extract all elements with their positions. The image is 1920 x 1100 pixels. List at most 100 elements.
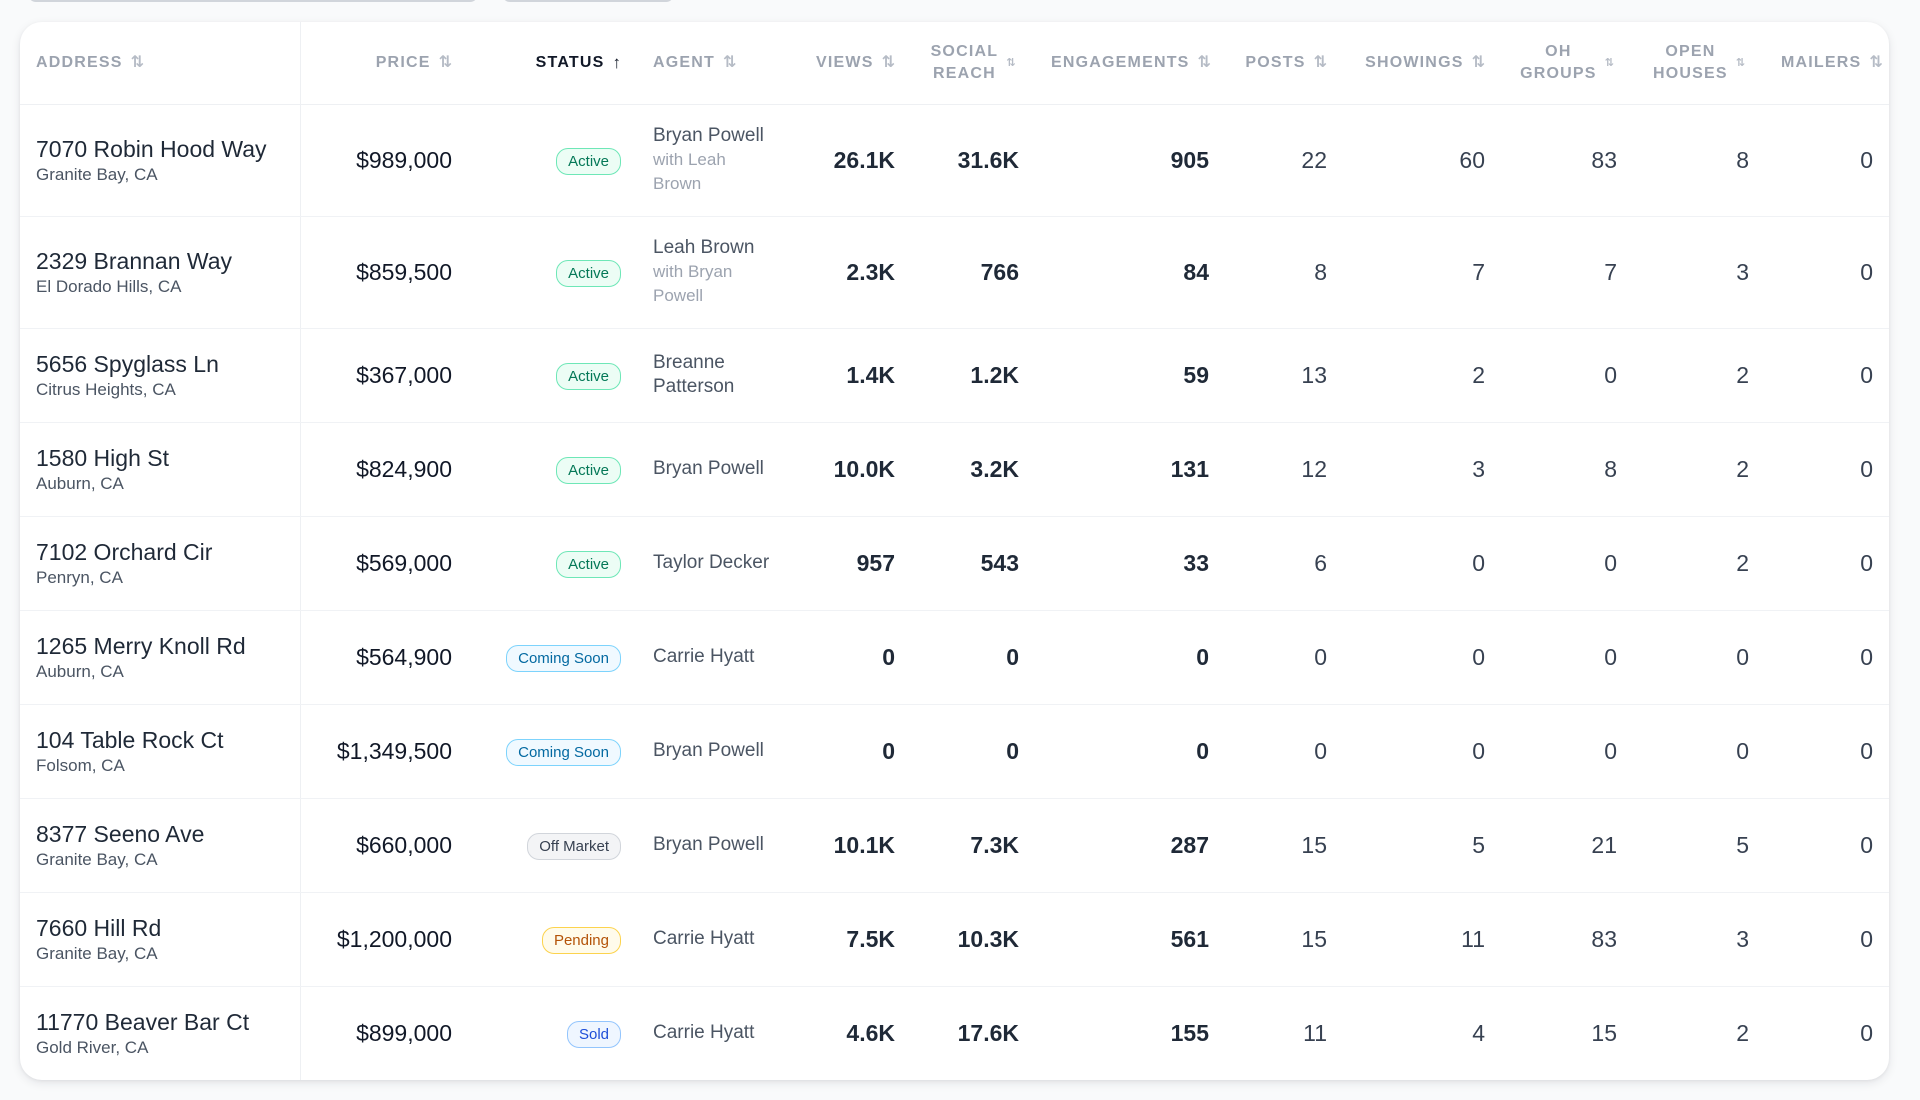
status-cell: Active — [468, 422, 637, 517]
city-state: Citrus Heights, CA — [36, 380, 176, 399]
street-address[interactable]: 5656 Spyglass Ln — [36, 351, 219, 377]
mailers-cell: 0 — [1765, 892, 1889, 987]
column-label-line: OH — [1545, 42, 1572, 60]
street-address[interactable]: 7102 Orchard Cir — [36, 539, 213, 565]
engagements-cell: 0 — [1035, 704, 1225, 799]
table-row[interactable]: 11770 Beaver Bar Ct Gold River, CA $899,… — [20, 986, 1889, 1080]
open-houses-cell: 2 — [1633, 422, 1765, 517]
showings-cell: 4 — [1472, 1019, 1485, 1046]
posts-cell: 22 — [1225, 104, 1343, 217]
agent-name: Bryan Powell — [653, 834, 764, 855]
address-cell[interactable]: 2329 Brannan Way El Dorado Hills, CA — [20, 216, 301, 329]
street-address[interactable]: 8377 Seeno Ave — [36, 821, 205, 847]
column-label-line: GROUPS — [1520, 64, 1597, 82]
showings-cell: 0 — [1343, 704, 1501, 799]
showings-cell: 11 — [1343, 892, 1501, 987]
column-header-posts[interactable]: POSTS ⇅ — [1225, 22, 1343, 105]
column-header-social-reach[interactable]: SOCIAL REACH ⇅ — [911, 22, 1035, 105]
column-header-mailers[interactable]: MAILERS ⇅ — [1765, 22, 1889, 105]
views-cell: 0 — [787, 704, 911, 799]
address-cell[interactable]: 7102 Orchard Cir Penryn, CA — [20, 516, 301, 611]
column-header-agent[interactable]: AGENT ⇅ — [637, 22, 787, 105]
oh-groups-cell: 8 — [1501, 422, 1633, 517]
status-badge: Coming Soon — [506, 645, 621, 672]
table-row[interactable]: 7070 Robin Hood Way Granite Bay, CA $989… — [20, 104, 1889, 217]
mailers-cell: 0 — [1765, 704, 1889, 799]
sort-icon: ⇅ — [1735, 56, 1745, 69]
street-address[interactable]: 7070 Robin Hood Way — [36, 136, 267, 162]
address-cell[interactable]: 104 Table Rock Ct Folsom, CA — [20, 704, 301, 799]
column-label-line: OPEN — [1665, 42, 1716, 60]
agent-name: Breanne Patterson — [653, 352, 735, 397]
agent-name: Carrie Hyatt — [653, 928, 755, 949]
views-cell: 4.6K — [846, 1019, 895, 1046]
city-state: Gold River, CA — [36, 1038, 149, 1058]
table-row[interactable]: 7660 Hill Rd Granite Bay, CA $1,200,000 … — [20, 892, 1889, 987]
social-reach-cell: 17.6K — [957, 1019, 1019, 1046]
status-cell: Active — [468, 516, 637, 611]
engagements-cell: 84 — [1035, 216, 1225, 329]
city-state: El Dorado Hills, CA — [36, 277, 182, 296]
column-header-address[interactable]: ADDRESS ⇅ — [20, 22, 301, 105]
agent-name: Taylor Decker — [653, 552, 770, 573]
oh-groups-cell: 0 — [1501, 516, 1633, 611]
engagements-cell: 59 — [1035, 328, 1225, 423]
engagements-cell: 905 — [1035, 104, 1225, 217]
status-cell: Pending — [468, 892, 637, 987]
agent-cell: Bryan Powell — [637, 704, 787, 799]
column-header-oh-groups[interactable]: OH GROUPS ⇅ — [1501, 22, 1633, 105]
address-cell[interactable]: 5656 Spyglass Ln Citrus Heights, CA — [20, 328, 301, 423]
price-cell: $564,900 — [300, 610, 468, 705]
engagements-cell: 287 — [1035, 798, 1225, 893]
status-cell: Coming Soon — [468, 704, 637, 799]
street-address[interactable]: 1580 High St — [36, 445, 169, 471]
address-cell[interactable]: 1580 High St Auburn, CA — [20, 422, 301, 517]
street-address[interactable]: 11770 Beaver Bar Ct — [36, 1009, 250, 1036]
city-state: Granite Bay, CA — [36, 165, 158, 184]
column-header-showings[interactable]: SHOWINGS ⇅ — [1343, 22, 1501, 105]
engagements-cell: 561 — [1035, 892, 1225, 987]
street-address[interactable]: 7660 Hill Rd — [36, 915, 162, 941]
views-cell: 2.3K — [787, 216, 911, 329]
column-header-price[interactable]: PRICE ⇅ — [300, 22, 468, 105]
table-row[interactable]: 8377 Seeno Ave Granite Bay, CA $660,000 … — [20, 798, 1889, 893]
column-header-views[interactable]: VIEWS ⇅ — [787, 22, 911, 105]
agent-cell: Carrie Hyatt — [637, 610, 787, 705]
table-row[interactable]: 2329 Brannan Way El Dorado Hills, CA $85… — [20, 216, 1889, 329]
views-cell: 10.0K — [787, 422, 911, 517]
social-reach-cell: 766 — [911, 216, 1035, 329]
agent-cell: Taylor Decker — [637, 516, 787, 611]
co-agent-name: with Leah Brown — [653, 150, 726, 193]
city-state: Auburn, CA — [36, 474, 124, 493]
table-row[interactable]: 1265 Merry Knoll Rd Auburn, CA $564,900 … — [20, 610, 1889, 705]
table-row[interactable]: 1580 High St Auburn, CA $824,900 Active … — [20, 422, 1889, 517]
listings-table: ADDRESS ⇅ PRICE ⇅ STATUS ↑ AGENT ⇅ VIEWS ⇅ SO… — [20, 22, 1889, 1080]
status-cell: Off Market — [468, 798, 637, 893]
open-houses-cell: 3 — [1633, 216, 1765, 329]
address-cell[interactable]: 7070 Robin Hood Way Granite Bay, CA — [20, 104, 301, 217]
views-cell: 26.1K — [787, 104, 911, 217]
views-cell: 1.4K — [787, 328, 911, 423]
column-header-engagements[interactable]: ENGAGEMENTS ⇅ — [1035, 22, 1225, 105]
column-label-line: REACH — [932, 64, 996, 82]
table-row[interactable]: 5656 Spyglass Ln Citrus Heights, CA $367… — [20, 328, 1889, 423]
city-state: Granite Bay, CA — [36, 944, 158, 963]
table-row[interactable]: 7102 Orchard Cir Penryn, CA $569,000 Act… — [20, 516, 1889, 611]
oh-groups-cell: 15 — [1591, 1019, 1617, 1046]
city-state: Granite Bay, CA — [36, 850, 158, 869]
oh-groups-cell: 83 — [1501, 892, 1633, 987]
street-address[interactable]: 1265 Merry Knoll Rd — [36, 633, 246, 659]
sort-icon: ⇅ — [723, 53, 737, 71]
open-houses-cell: 0 — [1633, 610, 1765, 705]
address-cell[interactable]: 1265 Merry Knoll Rd Auburn, CA — [20, 610, 301, 705]
address-cell[interactable]: 7660 Hill Rd Granite Bay, CA — [20, 892, 301, 987]
sort-ascending-icon: ↑ — [612, 52, 622, 72]
street-address[interactable]: 104 Table Rock Ct — [36, 727, 224, 753]
address-cell[interactable]: 8377 Seeno Ave Granite Bay, CA — [20, 798, 301, 893]
column-header-open-houses[interactable]: OPEN HOUSES ⇅ — [1633, 22, 1765, 105]
open-houses-cell: 2 — [1633, 328, 1765, 423]
table-row[interactable]: 104 Table Rock Ct Folsom, CA $1,349,500 … — [20, 704, 1889, 799]
address-cell[interactable]: 11770 Beaver Bar Ct Gold River, CA — [20, 986, 301, 1080]
column-header-status[interactable]: STATUS ↑ — [468, 22, 637, 105]
street-address[interactable]: 2329 Brannan Way — [36, 248, 233, 274]
